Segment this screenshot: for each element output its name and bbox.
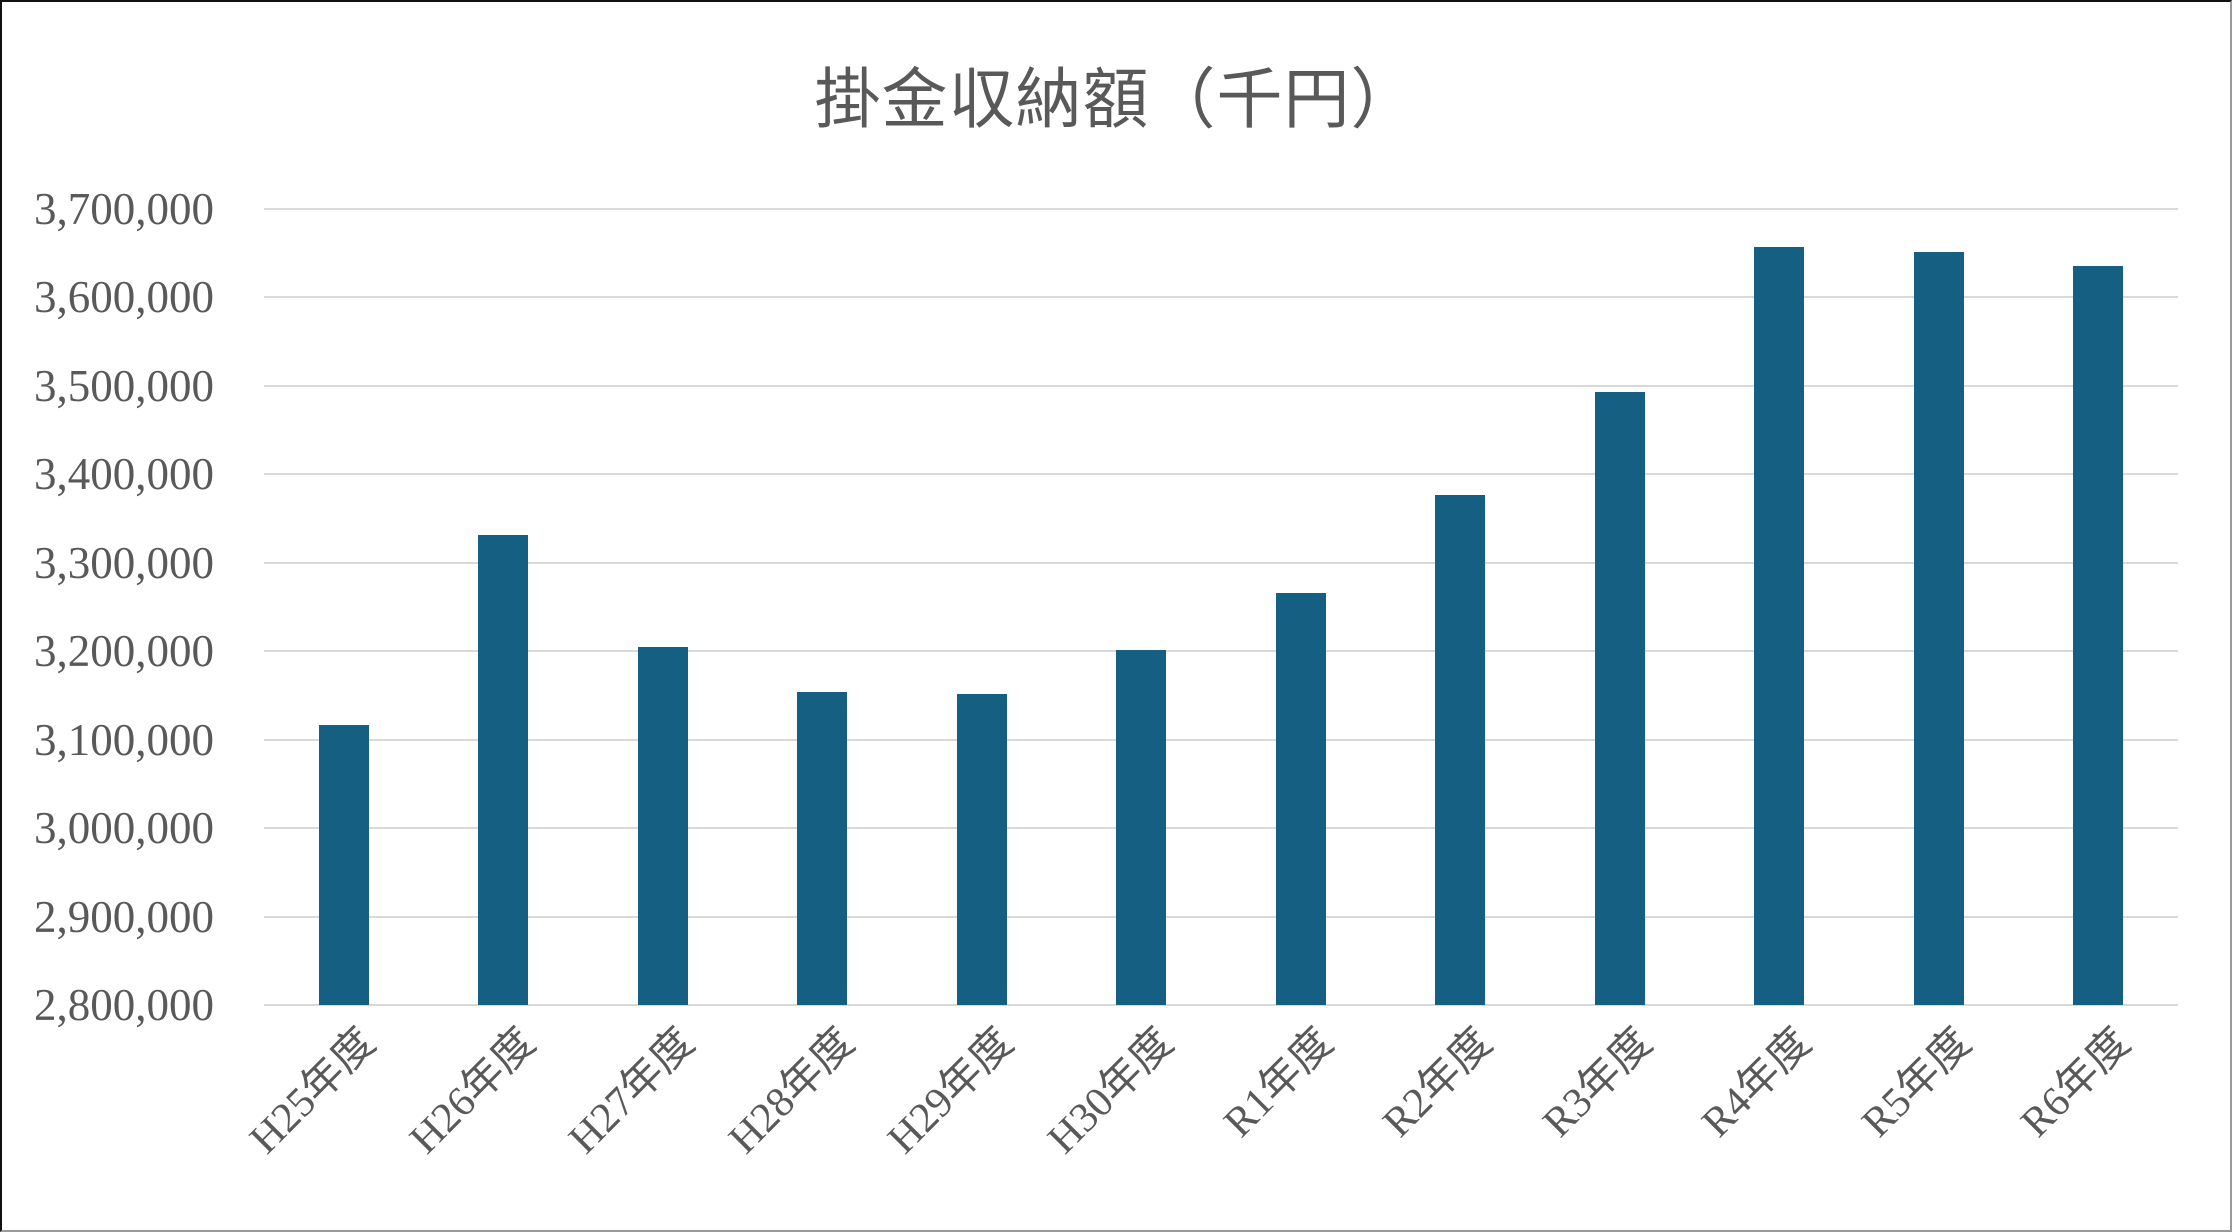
x-axis-tick-label: H25年度: [241, 1019, 385, 1163]
y-axis-tick-label: 3,700,000: [34, 184, 214, 234]
y-axis-tick-label: 3,000,000: [34, 803, 214, 854]
gridline: [264, 296, 2178, 299]
bar: [478, 535, 529, 1005]
bar: [956, 693, 1007, 1005]
bar: [2073, 265, 2124, 1005]
bar: [1913, 252, 1964, 1005]
gridline: [264, 1004, 2178, 1006]
y-axis-tick-label: 3,200,000: [34, 626, 214, 677]
bar: [797, 691, 848, 1005]
y-axis-tick-label: 3,300,000: [34, 537, 214, 588]
x-axis-tick-label: H28年度: [720, 1019, 864, 1163]
x-axis-tick-label: H30年度: [1039, 1019, 1183, 1163]
gridline: [264, 650, 2178, 653]
y-axis-tick-label: 3,400,000: [34, 449, 214, 500]
y-axis-tick-label: 2,800,000: [34, 980, 214, 1030]
y-axis-tick-label: 3,500,000: [34, 360, 214, 411]
bar: [1116, 650, 1167, 1005]
gridline: [264, 827, 2178, 830]
gridline: [264, 208, 2178, 210]
gridline: [264, 473, 2178, 476]
chart-title: 掛金収納額（千円）: [814, 62, 1418, 136]
gridline: [264, 384, 2178, 387]
x-axis-tick-label: H26年度: [401, 1019, 545, 1163]
y-axis-tick-label: 3,100,000: [34, 714, 214, 765]
x-axis-tick-label: R1年度: [1215, 1019, 1342, 1147]
bar: [1754, 247, 1805, 1005]
x-axis-tick-label: R6年度: [2012, 1019, 2140, 1147]
x-axis-tick-label: H29年度: [879, 1019, 1023, 1163]
gridline: [264, 738, 2178, 741]
y-axis-tick-label: 3,600,000: [34, 272, 214, 323]
bar: [637, 646, 688, 1005]
x-axis-tick-label: H27年度: [560, 1019, 704, 1163]
gridline: [264, 561, 2178, 564]
x-axis-tick-label: R5年度: [1853, 1019, 1980, 1147]
x-axis-tick-label: R3年度: [1534, 1019, 1661, 1147]
bar: [1435, 494, 1486, 1005]
bar: [1275, 592, 1326, 1005]
x-axis-tick-label: R4年度: [1693, 1019, 1821, 1147]
x-axis-tick-label: R2年度: [1374, 1019, 1502, 1147]
bar: [1594, 392, 1645, 1005]
y-axis-tick-label: 2,900,000: [34, 891, 214, 942]
bar: [318, 724, 369, 1005]
gridline: [264, 915, 2178, 918]
